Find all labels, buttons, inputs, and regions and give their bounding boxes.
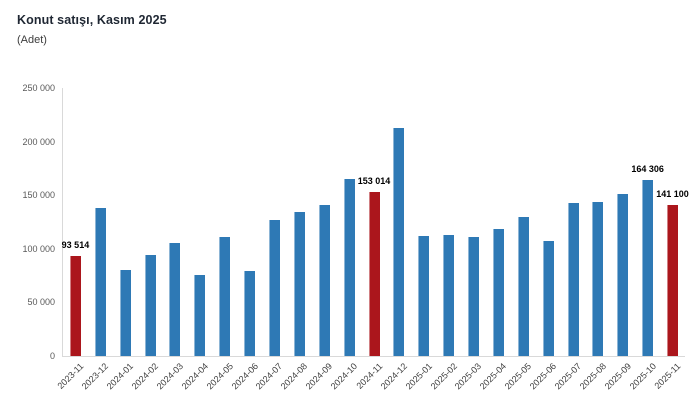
x-axis-tick-label: 2024-12 xyxy=(378,361,409,392)
x-axis-tick-label: 2023-12 xyxy=(79,361,111,392)
x-axis-tick-label: 2025-11 xyxy=(652,361,683,391)
x-axis-tick-label: 2025-04 xyxy=(478,361,509,392)
x-axis-tick-label: 2024-03 xyxy=(154,361,186,392)
bar-2023-11 xyxy=(69,255,81,356)
bar-2024-08 xyxy=(293,212,305,356)
x-axis-tick-label: 2025-10 xyxy=(627,361,658,392)
bar-2025-08 xyxy=(592,202,604,356)
x-axis-tick-label: 2024-10 xyxy=(328,361,360,392)
x-axis-tick-label: 2024-09 xyxy=(303,361,335,392)
bar-2025-05 xyxy=(517,216,529,356)
bar-2024-02 xyxy=(144,255,156,356)
bar-2024-12 xyxy=(393,128,405,356)
x-axis-tick-label: 2025-01 xyxy=(403,361,434,392)
x-axis-tick-label: 2025-05 xyxy=(502,361,534,392)
bar-2024-05 xyxy=(219,237,231,356)
bar-2025-03 xyxy=(468,237,480,356)
chart-unit-label: (Adet) xyxy=(17,34,47,46)
bar-2024-10 xyxy=(343,179,355,356)
chart-title: Konut satışı, Kasım 2025 xyxy=(17,13,167,27)
bar-value-label-2025-10: 164 306 xyxy=(631,163,664,174)
x-axis-tick-label: 2025-07 xyxy=(552,361,584,392)
x-axis-tick-label: 2025-03 xyxy=(453,361,484,392)
bar-2024-09 xyxy=(318,204,330,356)
x-axis-tick-label: 2025-02 xyxy=(428,361,459,392)
bar-2025-04 xyxy=(492,229,504,356)
y-axis-tick-label: 200 000 xyxy=(22,136,55,147)
y-axis-tick-label: 100 000 xyxy=(22,243,55,254)
bar-2025-02 xyxy=(443,235,455,356)
bar-value-label-2023-11: 93 514 xyxy=(61,239,90,250)
bar-2024-11 xyxy=(368,191,380,356)
bar-2024-06 xyxy=(244,271,256,356)
plot-area: 0 50 000 100 000 150 000 200 000 250 000 93 51… xyxy=(22,83,688,391)
bar-2025-09 xyxy=(617,194,629,356)
bar-value-label-2025-11: 141 100 xyxy=(656,188,689,199)
x-axis-tick-label: 2025-08 xyxy=(577,361,608,392)
bar-2024-03 xyxy=(169,243,181,356)
y-axis-tick-label: 0 xyxy=(49,351,55,361)
bar-2024-07 xyxy=(268,219,280,356)
y-axis-tick-label: 50 000 xyxy=(27,297,55,308)
bar-2023-12 xyxy=(94,207,106,356)
bar-2025-06 xyxy=(542,240,554,356)
x-axis-tick-label: 2024-02 xyxy=(129,361,161,392)
y-axis-tick-label: 250 000 xyxy=(22,83,55,93)
x-axis-tick-label: 2024-04 xyxy=(179,361,210,392)
bar-2025-07 xyxy=(567,202,579,356)
bar-value-label-2024-11: 153 014 xyxy=(357,175,391,186)
bar-2025-10 xyxy=(642,179,654,356)
y-axis-tick-label: 150 000 xyxy=(22,190,55,201)
x-axis-tick-label: 2024-08 xyxy=(279,361,310,392)
x-axis-tick-label: 2025-06 xyxy=(527,361,559,392)
x-axis-tick-label: 2024-06 xyxy=(229,361,260,392)
x-axis-tick-label: 2024-11 xyxy=(354,361,385,391)
bar-2024-01 xyxy=(119,269,131,356)
bar-2024-04 xyxy=(194,275,206,356)
x-axis-tick-label: 2024-07 xyxy=(254,361,285,392)
x-axis-tick-label: 2024-05 xyxy=(204,361,235,392)
bar-2025-11 xyxy=(667,204,679,356)
x-axis-tick-label: 2025-09 xyxy=(602,361,633,392)
x-axis-tick-label: 2024-01 xyxy=(104,361,136,392)
bar-2025-01 xyxy=(418,235,430,356)
